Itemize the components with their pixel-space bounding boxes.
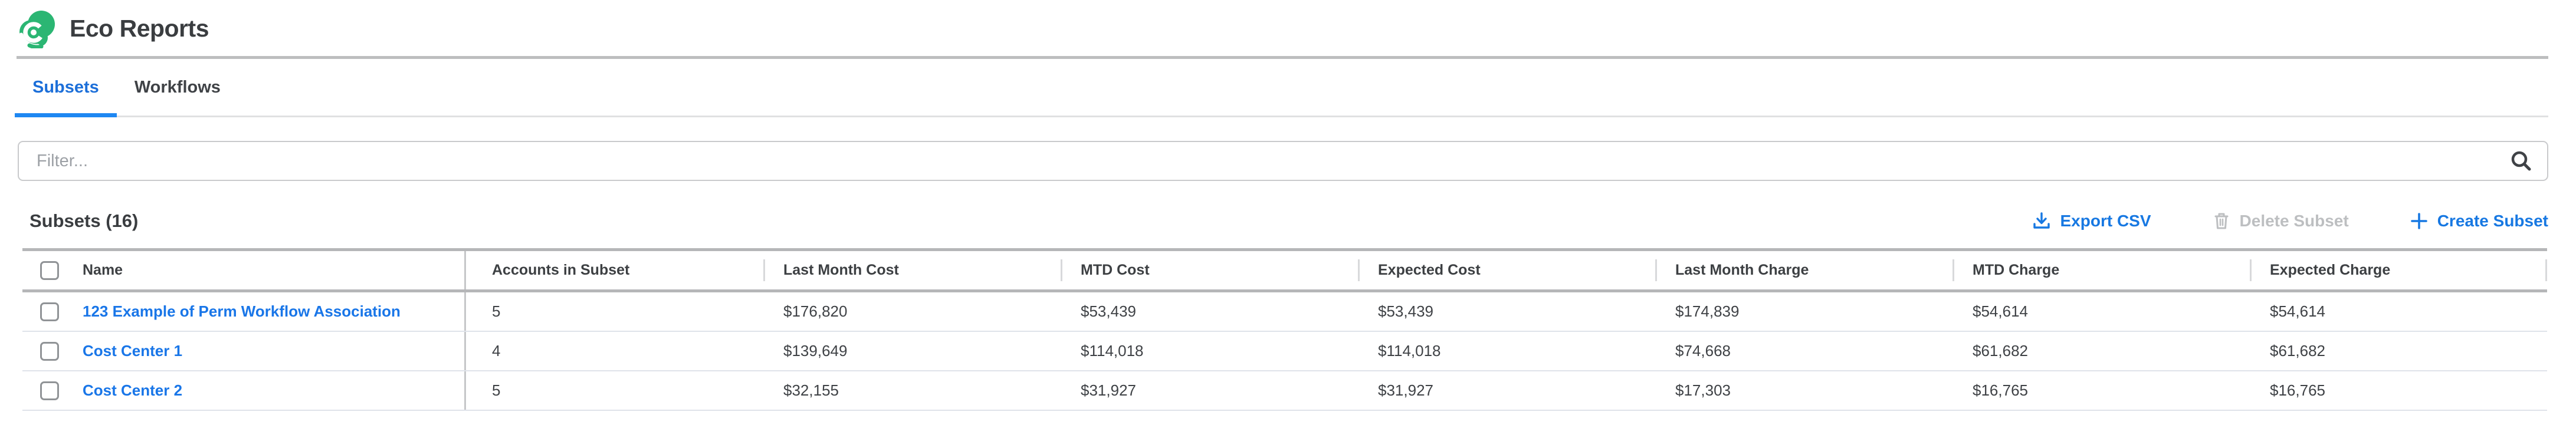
trash-icon bbox=[2214, 213, 2229, 229]
plus-icon bbox=[2410, 213, 2427, 229]
row-last-month-cost-cell: $139,649 bbox=[783, 342, 848, 360]
row-last-month-charge-cell: $17,303 bbox=[1675, 381, 1731, 399]
row-mtd-charge-cell: $61,682 bbox=[1973, 342, 2028, 360]
row-mtd-cost-cell: $53,439 bbox=[1081, 302, 1136, 320]
header-cell-accounts: Accounts in Subset bbox=[466, 251, 763, 289]
app-bar: Eco Reports bbox=[0, 0, 2576, 56]
row-last-month-cost-cell: $32,155 bbox=[783, 381, 839, 399]
column-header-expected-cost: Expected Cost bbox=[1378, 262, 1481, 278]
filter-input[interactable] bbox=[18, 141, 2548, 181]
subsets-count-title: Subsets (16) bbox=[29, 210, 139, 231]
row-checkbox[interactable] bbox=[40, 381, 59, 400]
tab-bar: Subsets Workflows bbox=[15, 59, 2548, 117]
row-mtd-cost-cell: $31,927 bbox=[1081, 381, 1136, 399]
column-header-last-month-charge: Last Month Charge bbox=[1675, 262, 1809, 278]
row-expected-charge-cell: $16,765 bbox=[2270, 381, 2325, 399]
row-name-cell: Cost Center 2 bbox=[22, 371, 466, 410]
row-mtd-charge-cell: $54,614 bbox=[1973, 302, 2028, 320]
eco-logo-icon bbox=[19, 10, 55, 48]
export-csv-button[interactable]: Export CSV bbox=[2032, 212, 2151, 230]
header-cell-last-month-cost: Last Month Cost bbox=[763, 251, 1061, 289]
tab-workflows-label: Workflows bbox=[134, 77, 221, 97]
tab-subsets[interactable]: Subsets bbox=[15, 59, 117, 117]
row-checkbox[interactable] bbox=[40, 302, 59, 321]
delete-subset-button[interactable]: Delete Subset bbox=[2213, 212, 2349, 230]
row-accounts-cell: 5 bbox=[492, 302, 501, 320]
row-mtd-charge-cell: $16,765 bbox=[1973, 381, 2028, 399]
subset-name-link[interactable]: Cost Center 2 bbox=[83, 381, 183, 399]
row-expected-cost-cell: $114,018 bbox=[1378, 342, 1441, 360]
row-name-cell: Cost Center 1 bbox=[22, 332, 466, 370]
page-title: Eco Reports bbox=[70, 15, 209, 42]
subsets-section-header: Subsets (16) Export CSV Delete Subset bbox=[18, 210, 2548, 232]
subset-name-link[interactable]: Cost Center 1 bbox=[83, 342, 183, 360]
export-csv-label: Export CSV bbox=[2060, 212, 2151, 230]
filter-bar bbox=[18, 141, 2548, 181]
table-row: Cost Center 1 4 $139,649 $114,018 $114,0… bbox=[22, 332, 2547, 371]
header-cell-expected-charge: Expected Charge bbox=[2250, 251, 2547, 289]
appbar-divider bbox=[17, 56, 2548, 59]
row-mtd-cost-cell: $114,018 bbox=[1081, 342, 1144, 360]
delete-subset-label: Delete Subset bbox=[2239, 212, 2349, 230]
row-name-cell: 123 Example of Perm Workflow Association bbox=[22, 292, 466, 331]
subsets-table: Name Accounts in Subset Last Month Cost … bbox=[22, 248, 2547, 411]
row-expected-charge-cell: $54,614 bbox=[2270, 302, 2325, 320]
row-expected-cost-cell: $31,927 bbox=[1378, 381, 1433, 399]
tab-workflows[interactable]: Workflows bbox=[117, 59, 238, 116]
row-last-month-charge-cell: $74,668 bbox=[1675, 342, 1731, 360]
row-expected-cost-cell: $53,439 bbox=[1378, 302, 1433, 320]
create-subset-label: Create Subset bbox=[2437, 212, 2548, 230]
select-all-checkbox[interactable] bbox=[40, 261, 59, 280]
row-accounts-cell: 5 bbox=[492, 381, 501, 399]
table-row: 123 Example of Perm Workflow Association… bbox=[22, 292, 2547, 332]
column-header-expected-charge: Expected Charge bbox=[2270, 262, 2391, 278]
row-checkbox[interactable] bbox=[40, 341, 59, 361]
header-cell-name: Name bbox=[22, 251, 466, 289]
row-accounts-cell: 4 bbox=[492, 342, 501, 360]
column-header-last-month-cost: Last Month Cost bbox=[783, 262, 899, 278]
header-cell-expected-cost: Expected Cost bbox=[1358, 251, 1655, 289]
header-cell-mtd-charge: MTD Charge bbox=[1952, 251, 2250, 289]
table-row: Cost Center 2 5 $32,155 $31,927 $31,927 … bbox=[22, 371, 2547, 411]
column-header-mtd-charge: MTD Charge bbox=[1973, 262, 2060, 278]
row-last-month-cost-cell: $176,820 bbox=[783, 302, 848, 320]
header-cell-last-month-charge: Last Month Charge bbox=[1655, 251, 1952, 289]
tab-subsets-label: Subsets bbox=[32, 77, 99, 97]
download-icon bbox=[2033, 212, 2050, 229]
row-last-month-charge-cell: $174,839 bbox=[1675, 302, 1740, 320]
row-expected-charge-cell: $61,682 bbox=[2270, 342, 2325, 360]
table-header-row: Name Accounts in Subset Last Month Cost … bbox=[22, 248, 2547, 292]
header-cell-mtd-cost: MTD Cost bbox=[1061, 251, 1358, 289]
column-header-accounts: Accounts in Subset bbox=[492, 262, 630, 278]
search-icon bbox=[2511, 151, 2531, 171]
table-actions: Export CSV Delete Subset Create Subset bbox=[2032, 212, 2548, 230]
column-header-name: Name bbox=[83, 262, 123, 278]
column-header-mtd-cost: MTD Cost bbox=[1081, 262, 1150, 278]
subset-name-link[interactable]: 123 Example of Perm Workflow Association bbox=[83, 302, 401, 320]
create-subset-button[interactable]: Create Subset bbox=[2410, 212, 2548, 230]
